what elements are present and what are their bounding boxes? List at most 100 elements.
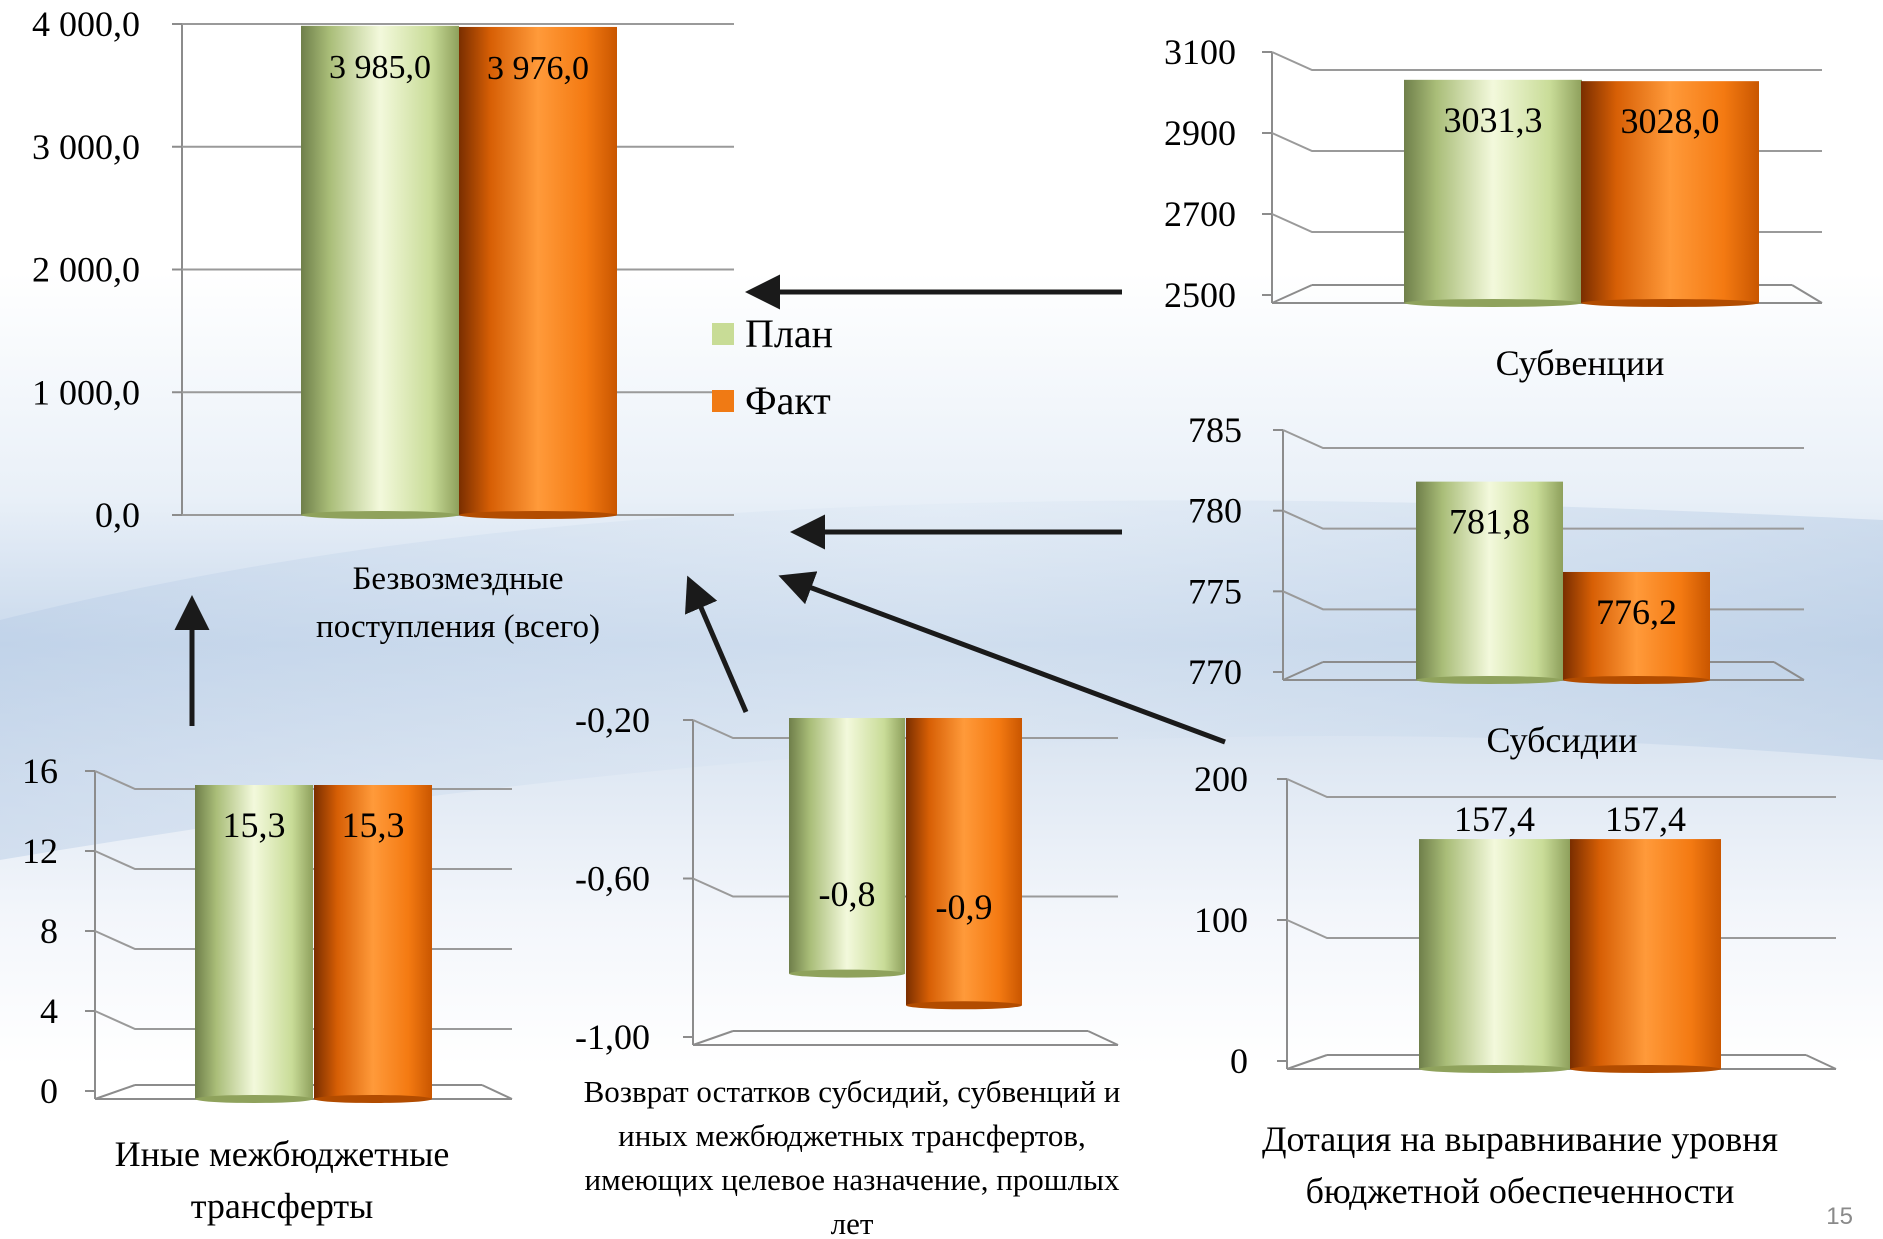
subventions-chart-title: Субвенции xyxy=(1496,343,1665,383)
total-title-line: Безвозмездные xyxy=(352,561,563,597)
returns-bar-plan xyxy=(789,718,905,974)
total-y-ticks: 4 000,0 3 000,0 2 000,0 1 000,0 0,0 xyxy=(32,4,140,535)
returns-bar-fact xyxy=(906,718,1022,1006)
other-y-tick-label: 12 xyxy=(22,831,58,871)
legend-swatch-plan xyxy=(712,323,734,345)
returns-title-line: имеющих целевое назначение, прошлых xyxy=(585,1162,1120,1197)
other-value-label: 15,3 xyxy=(223,805,286,845)
returns-y-ticks: -0,20 -0,60 -1,00 xyxy=(575,700,650,1057)
subventions-bars xyxy=(1404,79,1759,307)
total-bar-plan xyxy=(301,25,459,516)
dotation-value-label: 157,4 xyxy=(1454,799,1535,839)
other-bar-base xyxy=(195,1095,313,1103)
legend-swatch-fact xyxy=(712,390,734,412)
other-bar-base xyxy=(314,1095,432,1103)
other-title-line: Иные межбюджетные xyxy=(115,1134,450,1174)
legend-label-plan: План xyxy=(745,311,833,356)
subsidies-y-tick-label: 770 xyxy=(1188,652,1242,692)
returns-y-tick-label: -0,20 xyxy=(575,700,650,740)
other-bar-fact xyxy=(314,785,432,1099)
subventions-y-tick-label: 2900 xyxy=(1164,113,1236,153)
subventions-bar-base xyxy=(1404,299,1582,307)
subsidies-floor-edge xyxy=(1773,661,1805,681)
other-bars xyxy=(195,785,432,1103)
returns-floor-edge xyxy=(1087,1030,1119,1046)
chart-other: 16 12 8 4 0 15,3 15,3 Иные межбюджетные трансф… xyxy=(22,751,513,1226)
returns-gridline xyxy=(692,719,1118,739)
returns-floor-side xyxy=(692,1030,734,1046)
subventions-bar-fact xyxy=(1581,81,1759,303)
subsidies-y-ticks: 785 780 775 770 xyxy=(1188,410,1242,692)
subsidies-bar-base xyxy=(1416,676,1563,684)
subsidies-gridline xyxy=(1282,509,1804,530)
subsidies-title-line: Субсидии xyxy=(1486,720,1637,760)
total-y-tick-label: 3 000,0 xyxy=(32,127,140,167)
subventions-value-labels: 3031,3 3028,0 xyxy=(1444,100,1720,141)
subsidies-y-tick-label: 780 xyxy=(1188,491,1242,531)
subsidies-floor-side xyxy=(1282,661,1324,681)
other-y-tick-label: 0 xyxy=(40,1071,58,1111)
dotation-chart-title: Дотация на выравнивание уровня бюджетной … xyxy=(1262,1119,1778,1211)
subventions-floor-edge xyxy=(1791,284,1823,304)
total-value-label: 3 976,0 xyxy=(487,50,589,87)
dotation-gridline xyxy=(1286,778,1836,798)
subventions-bar-base xyxy=(1581,299,1759,307)
chart-subsidies: 785 780 775 770 781,8 776,2 Субсидии xyxy=(1188,410,1805,760)
total-bar-fact xyxy=(459,26,617,516)
other-title-line: трансферты xyxy=(191,1186,374,1226)
returns-bar-base xyxy=(906,1001,1022,1010)
other-chart-title: Иные межбюджетные трансферты xyxy=(115,1134,450,1226)
dotation-value-label: 157,4 xyxy=(1605,799,1686,839)
subsidies-bar-base xyxy=(1563,676,1710,684)
dotation-bars xyxy=(1419,839,1721,1073)
returns-title-line: Возврат остатков субсидий, субвенций и xyxy=(584,1074,1121,1109)
dotation-bar-fact xyxy=(1570,839,1721,1069)
subventions-value-label: 3031,3 xyxy=(1444,100,1543,140)
subventions-y-ticks: 3100 2900 2700 2500 xyxy=(1164,32,1236,315)
other-value-label: 15,3 xyxy=(342,805,405,845)
subsidies-bars xyxy=(1416,481,1710,684)
subsidies-value-label: 776,2 xyxy=(1596,592,1677,632)
subsidies-gridline xyxy=(1282,429,1804,449)
dotation-y-tick-label: 100 xyxy=(1194,900,1248,940)
returns-bar-base xyxy=(789,969,905,978)
total-y-tick-label: 2 000,0 xyxy=(32,250,140,290)
other-bar-plan xyxy=(195,785,313,1099)
returns-value-label: -0,8 xyxy=(819,874,876,914)
other-y-ticks: 16 12 8 4 0 xyxy=(22,751,58,1111)
legend-label-fact: Факт xyxy=(745,378,831,423)
arrow-from-dotation xyxy=(778,571,1226,745)
returns-gridline xyxy=(692,877,1118,898)
chart-subventions: 3100 2900 2700 2500 3031,3 3028,0 Субвенции xyxy=(1164,32,1823,383)
dotation-y-tick-label: 200 xyxy=(1194,759,1248,799)
dotation-value-labels: 157,4 157,4 xyxy=(1454,799,1686,839)
dotation-bar-plan xyxy=(1419,839,1570,1069)
subsidies-bar-fact xyxy=(1563,571,1710,680)
subsidies-y-tick-label: 775 xyxy=(1188,571,1242,611)
returns-chart-title: Возврат остатков субсидий, субвенций и ин… xyxy=(584,1074,1121,1239)
returns-value-label: -0,9 xyxy=(936,887,993,927)
page-number: 15 xyxy=(1826,1203,1853,1230)
subsidies-y-tick-label: 785 xyxy=(1188,410,1242,450)
chart-returns: -0,20 -0,60 -1,00 -0,8 -0,9 Возврат остатко… xyxy=(575,700,1120,1239)
subsidies-value-label: 781,8 xyxy=(1449,502,1530,542)
other-y-tick-label: 4 xyxy=(40,991,58,1031)
returns-bars xyxy=(789,718,1022,1010)
other-y-tick-label: 8 xyxy=(40,911,58,951)
total-y-tick-label: 4 000,0 xyxy=(32,4,140,44)
subventions-bar-plan xyxy=(1404,79,1582,303)
chart-dotation: 200 100 0 157,4 157,4 Дотация на выравниван… xyxy=(1194,759,1837,1211)
total-value-labels: 3 985,0 3 976,0 xyxy=(329,49,589,87)
other-floor-edge xyxy=(481,1084,513,1100)
returns-y-tick-label: -1,00 xyxy=(575,1017,650,1057)
subventions-floor-side xyxy=(1271,284,1313,304)
subventions-title-line: Субвенции xyxy=(1496,343,1665,383)
other-value-labels: 15,3 15,3 xyxy=(223,805,405,845)
subventions-y-tick-label: 2700 xyxy=(1164,194,1236,234)
subsidies-value-labels: 781,8 776,2 xyxy=(1449,502,1677,632)
subventions-y-tick-label: 2500 xyxy=(1164,275,1236,315)
dotation-y-ticks: 200 100 0 xyxy=(1194,759,1248,1081)
total-y-tick-label: 0,0 xyxy=(95,495,140,535)
dotation-floor-side xyxy=(1286,1054,1328,1070)
